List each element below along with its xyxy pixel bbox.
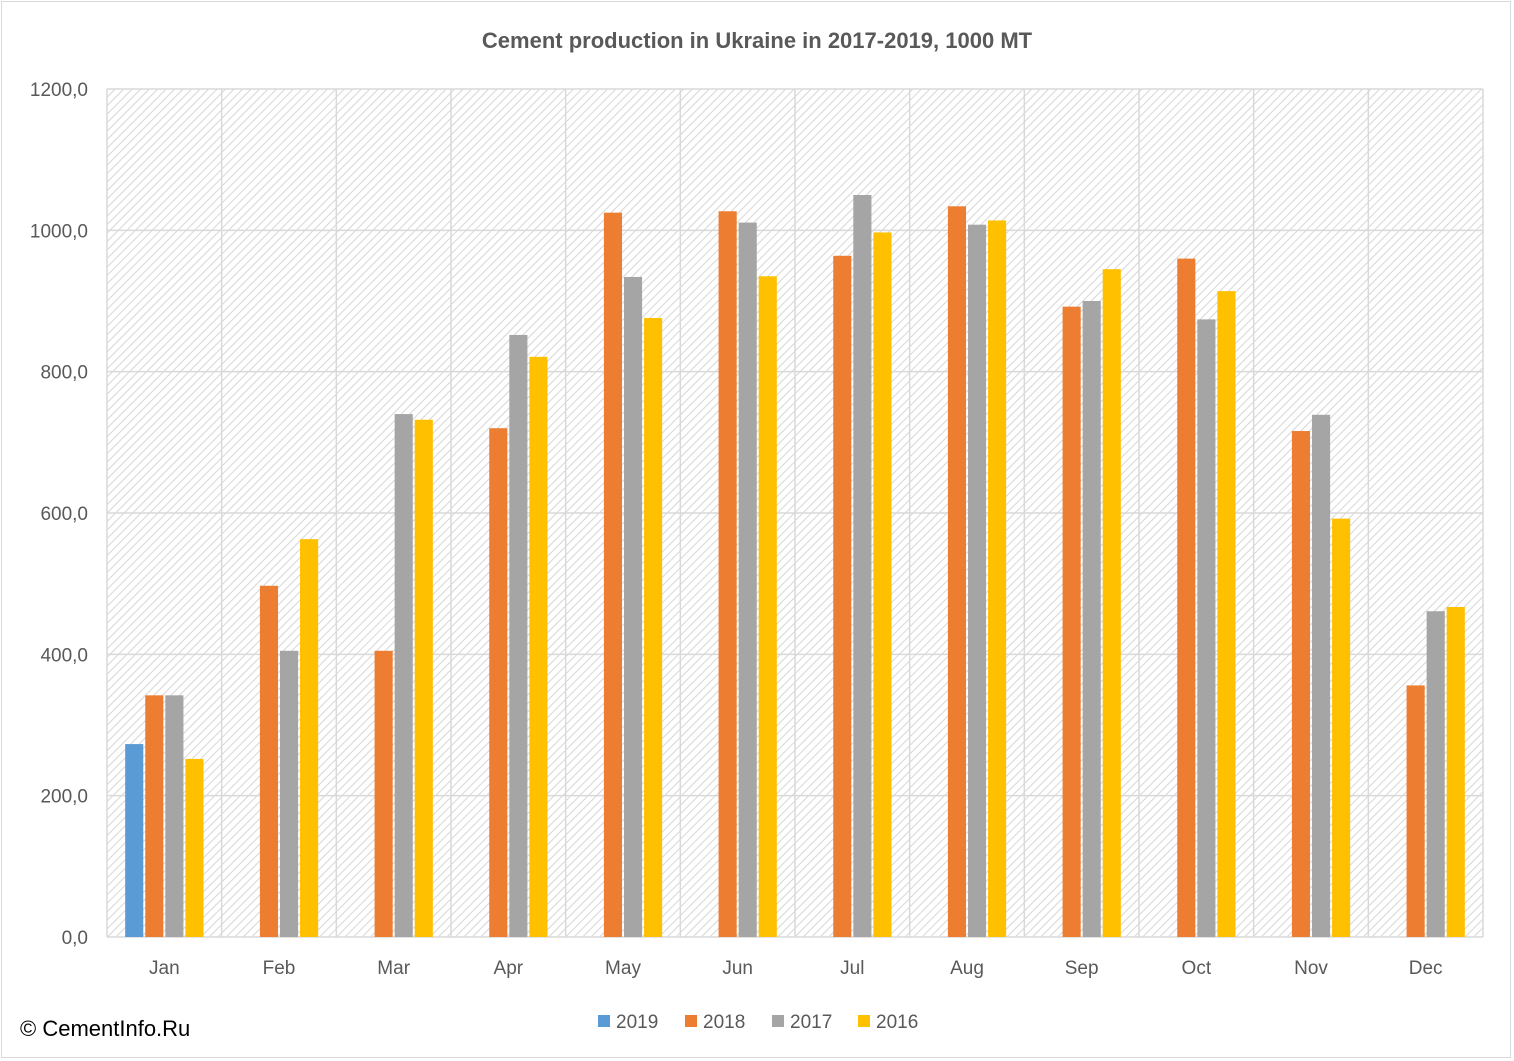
legend-item-2016: 2016 <box>858 1012 918 1033</box>
x-tick-label: Mar <box>377 958 410 979</box>
legend-item-2019: 2019 <box>598 1012 658 1033</box>
bar-2016-Apr <box>529 356 548 937</box>
bar-2016-Dec <box>1446 606 1465 937</box>
bar-2016-Nov <box>1332 518 1351 937</box>
bar-2017-Jul <box>853 195 872 937</box>
gridlines <box>106 88 1484 938</box>
legend-swatch <box>858 1015 870 1027</box>
bar-2017-Apr <box>509 334 528 937</box>
bar-2016-Aug <box>988 220 1007 937</box>
x-tick-label: May <box>605 958 641 979</box>
bar-2018-Feb <box>259 585 279 937</box>
legend-swatch <box>685 1015 697 1027</box>
y-axis: 0,0 200,0 400,0 600,0 800,0 1000,0 1200,0 <box>30 80 88 949</box>
bar-2017-Sep <box>1082 301 1101 937</box>
bar-2016-Jun <box>758 276 777 937</box>
chart-title: Cement production in Ukraine in 2017-201… <box>482 28 1033 53</box>
x-tick-label: Nov <box>1294 958 1328 979</box>
x-tick-label: Jun <box>722 958 753 979</box>
legend-item-2017: 2017 <box>772 1012 832 1033</box>
x-tick-label: Sep <box>1065 958 1099 979</box>
x-tick-label: Apr <box>494 958 524 979</box>
bar-2017-Feb <box>279 650 299 937</box>
bar-2018-Sep <box>1062 306 1081 937</box>
y-tick-label: 800,0 <box>40 363 88 384</box>
bar-2018-Jul <box>833 255 852 938</box>
bar-2016-Jul <box>873 232 892 937</box>
bar-2016-May <box>644 317 663 938</box>
bar-2018-Aug <box>947 206 967 938</box>
bar-2018-Mar <box>374 650 393 937</box>
bar-2017-Jun <box>738 222 757 937</box>
y-tick-label: 200,0 <box>40 787 88 808</box>
bar-2016-Sep <box>1102 269 1121 937</box>
bar-2018-Nov <box>1291 431 1311 937</box>
bar-2017-Aug <box>967 224 987 937</box>
legend-label: 2016 <box>876 1012 918 1033</box>
y-tick-label: 0,0 <box>62 928 88 949</box>
bar-2018-Jun <box>718 211 737 938</box>
legend-swatch <box>772 1015 784 1027</box>
y-tick-label: 1200,0 <box>30 80 88 101</box>
y-tick-label: 400,0 <box>40 645 88 666</box>
x-tick-label: Dec <box>1409 958 1443 979</box>
bars <box>125 195 1465 938</box>
bar-2017-Mar <box>394 414 413 938</box>
bar-2017-Oct <box>1197 319 1216 938</box>
legend-item-2018: 2018 <box>685 1012 745 1033</box>
x-tick-label: Jul <box>840 958 864 979</box>
bar-2017-Dec <box>1426 611 1445 937</box>
bar-2016-Jan <box>185 758 204 937</box>
x-tick-label: Aug <box>950 958 984 979</box>
x-tick-label: Jan <box>149 958 180 979</box>
y-tick-label: 1000,0 <box>30 221 88 242</box>
bar-2018-May <box>603 212 623 937</box>
bar-2018-Oct <box>1177 258 1196 938</box>
bar-2017-Nov <box>1311 414 1331 938</box>
legend: 2019 2018 2017 2016 <box>598 1012 918 1033</box>
legend-label: 2018 <box>703 1012 745 1033</box>
bar-2017-May <box>623 276 643 937</box>
y-tick-label: 600,0 <box>40 504 88 525</box>
bar-2018-Dec <box>1406 685 1425 937</box>
bar-2018-Jan <box>145 695 164 937</box>
legend-label: 2019 <box>616 1012 658 1033</box>
legend-swatch <box>598 1015 610 1027</box>
bar-2016-Feb <box>300 539 319 937</box>
legend-label: 2017 <box>790 1012 832 1033</box>
bar-2019-Jan <box>125 744 144 937</box>
bar-2016-Mar <box>414 419 433 938</box>
bar-2018-Apr <box>489 428 508 937</box>
x-tick-label: Oct <box>1182 958 1212 979</box>
bar-2016-Oct <box>1217 291 1236 937</box>
bar-2017-Jan <box>165 695 184 937</box>
copyright-label: © CementInfo.Ru <box>20 1016 190 1041</box>
x-tick-label: Feb <box>263 958 296 979</box>
x-axis: Jan Feb Mar Apr May Jun Jul Aug Sep Oct Nov Dec <box>149 958 1443 979</box>
